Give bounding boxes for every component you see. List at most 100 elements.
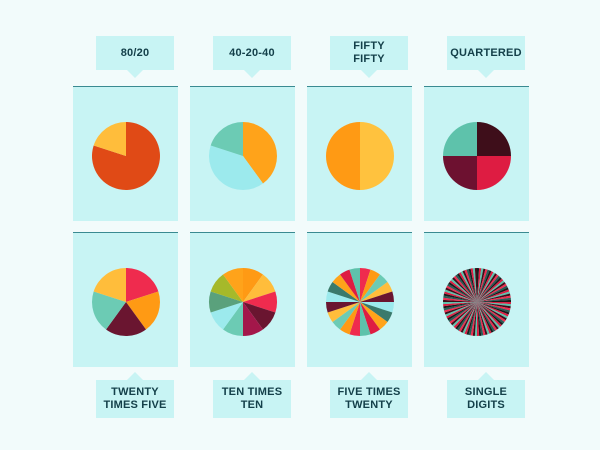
pie-slice — [360, 282, 393, 302]
pie-slice — [360, 274, 388, 302]
pie-slice — [449, 280, 477, 302]
pie-slice — [477, 287, 509, 302]
pie-slice — [327, 282, 360, 302]
pie-slice — [447, 283, 477, 302]
pie-slice — [460, 302, 477, 333]
pie-slice — [462, 302, 477, 334]
pie-slice — [448, 302, 477, 322]
pie-slice — [210, 122, 243, 156]
pie-slice — [468, 268, 477, 302]
pie-slice — [466, 302, 477, 335]
pie-slice — [106, 302, 146, 336]
pie-slice — [474, 268, 477, 302]
pie-slice — [477, 282, 506, 302]
pie-slice — [477, 277, 502, 302]
pie-slice — [443, 302, 477, 305]
pie-slice — [477, 302, 494, 333]
pie-quartered — [443, 122, 511, 190]
panel-fifty-fifty — [307, 86, 412, 221]
pie-slice — [360, 302, 394, 313]
pie-slice — [93, 122, 126, 156]
pie-slice — [477, 271, 494, 302]
pie-slice — [477, 302, 484, 336]
pie-slice — [477, 302, 511, 305]
pie-slice — [360, 302, 393, 322]
label-fifty-fifty: FIFTY FIFTY — [330, 36, 408, 78]
panel-40-20-40 — [190, 86, 295, 221]
pie-slice — [360, 122, 394, 190]
label-five-times-twenty: FIVE TIMES TWENTY — [330, 372, 408, 418]
pie-slice — [477, 273, 497, 302]
pie-slice — [477, 302, 510, 315]
pie-slice — [210, 274, 243, 302]
pie-slice — [326, 291, 360, 302]
pie-slice — [443, 302, 477, 307]
pie-slice — [446, 285, 477, 302]
pie-slice — [360, 269, 380, 302]
pie-slice — [360, 302, 388, 330]
pie-slice — [477, 283, 507, 302]
panel-single-digits — [424, 232, 529, 367]
pie-slice — [477, 302, 480, 336]
pie-slice — [452, 302, 477, 327]
pie-slice — [477, 302, 511, 311]
pie-slice — [477, 302, 508, 319]
label-40-20-40: 40-20-40 — [213, 36, 291, 78]
pie-twenty-times-five — [91, 268, 161, 336]
pie-slice — [243, 268, 263, 302]
panel-five-times-twenty — [307, 232, 412, 367]
pie-slice — [477, 302, 497, 331]
pie-slice — [464, 302, 477, 335]
label-quartered: QUARTERED — [447, 36, 525, 78]
pie-slice — [466, 269, 477, 302]
pie-slice — [477, 302, 511, 309]
pie-slice — [340, 302, 360, 335]
pie-slice — [464, 269, 477, 302]
pie-slice — [477, 122, 511, 156]
pie-slice — [462, 270, 477, 302]
pie-slice — [477, 297, 511, 302]
pie-slice — [477, 156, 511, 190]
pie-slice — [470, 302, 477, 336]
pie-slice — [208, 145, 263, 191]
pie-slice — [91, 291, 126, 330]
pie-slice — [477, 302, 501, 329]
pie-slice — [455, 302, 477, 330]
pie-slice — [243, 122, 277, 184]
pie-slice — [126, 291, 161, 330]
pie-slice — [349, 302, 360, 336]
pie-slice — [477, 302, 510, 313]
pie-slice — [444, 289, 477, 302]
pie-slice — [450, 302, 477, 326]
pie-slice — [477, 302, 506, 322]
pie-slice — [477, 278, 504, 302]
pie-slice — [458, 302, 477, 332]
label-twenty-times-five: TWENTY TIMES FIVE — [96, 372, 174, 418]
pie-slice — [472, 302, 477, 336]
pie-ten-times-ten — [208, 268, 278, 336]
panel-twenty-times-five — [73, 232, 178, 367]
label-ten-times-ten: TEN TIMES TEN — [213, 372, 291, 418]
pie-slice — [93, 268, 126, 302]
pie-slice — [470, 268, 477, 302]
pie-slice — [443, 302, 477, 311]
pie-slice — [477, 302, 499, 330]
pie-slice — [360, 268, 371, 302]
pie-slice — [477, 285, 508, 302]
panel-ten-times-ten — [190, 232, 295, 367]
pie-80-20 — [91, 122, 160, 190]
pie-slice — [448, 282, 477, 302]
pie-slice — [91, 122, 160, 190]
pie-slice — [243, 302, 276, 330]
pie-slice — [477, 299, 511, 302]
pie-slice — [477, 302, 502, 327]
pie-slice — [444, 302, 477, 315]
pie-slice — [210, 302, 243, 330]
pie-slice — [477, 291, 510, 302]
pie-slice — [458, 272, 477, 302]
pie-slice — [446, 302, 477, 319]
pie-slice — [445, 302, 477, 317]
pie-slice — [477, 268, 484, 302]
label-single-digits: SINGLE DIGITS — [447, 372, 525, 418]
